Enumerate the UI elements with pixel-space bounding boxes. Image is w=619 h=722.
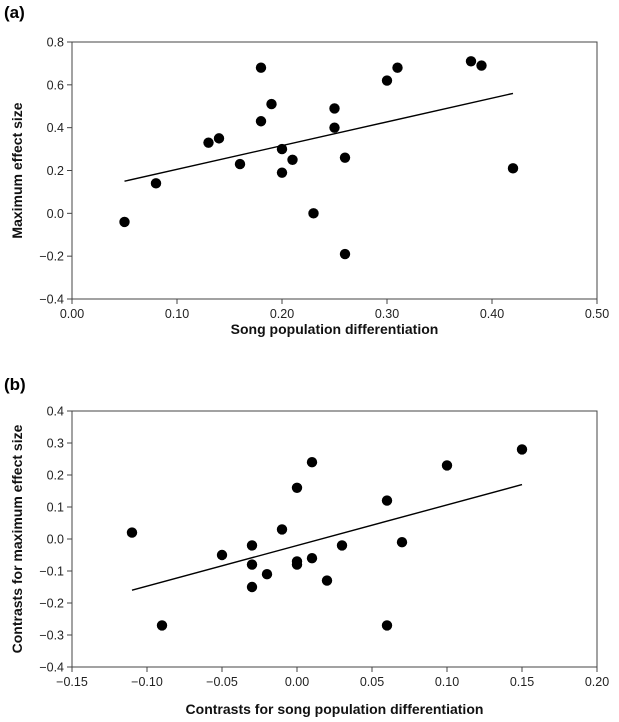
data-point bbox=[441, 460, 453, 471]
data-point bbox=[234, 158, 246, 170]
data-point bbox=[246, 559, 258, 570]
y-tick-label: 0.4 bbox=[47, 121, 64, 135]
chart-panel-b: (b) −0.15 −0.10 −0.05 0.00 0.05 0.10 0.15 0.20 −0… bbox=[0, 361, 619, 722]
y-tick-label: −0.4 bbox=[39, 661, 64, 675]
data-point bbox=[306, 457, 318, 468]
data-point bbox=[381, 495, 393, 506]
data-point bbox=[255, 116, 267, 127]
x-tick-label: 0.40 bbox=[480, 307, 504, 321]
x-tick-label: 0.50 bbox=[585, 307, 609, 321]
x-axis-label: Song population differentiation bbox=[231, 321, 439, 337]
data-point bbox=[339, 152, 351, 163]
chart-panel-a: (a) 0.00 0.10 0.20 0.30 0.40 0.50 −0.4 −0.2 0.0 0.… bbox=[4, 3, 609, 337]
panel-label: (a) bbox=[4, 3, 25, 22]
scatter-chart-a: (a) 0.00 0.10 0.20 0.30 0.40 0.50 −0.4 −0.2 0.0 0.… bbox=[4, 3, 609, 337]
x-tick-label: −0.05 bbox=[206, 675, 238, 689]
y-axis-label: Maximum effect size bbox=[9, 102, 25, 238]
y-tick-label: 0.8 bbox=[47, 36, 64, 50]
data-point bbox=[381, 620, 393, 631]
data-point bbox=[476, 60, 487, 71]
regression-line bbox=[124, 92, 514, 182]
data-point bbox=[276, 167, 288, 178]
data-point bbox=[255, 62, 267, 73]
data-point bbox=[276, 143, 288, 155]
data-point bbox=[339, 248, 351, 260]
data-point bbox=[516, 444, 528, 455]
y-tick-label: 0.2 bbox=[47, 164, 64, 178]
data-point bbox=[246, 581, 258, 593]
y-tick-label: −0.4 bbox=[39, 293, 64, 307]
x-tick-label: 0.30 bbox=[375, 307, 399, 321]
y-tick-label: 0.0 bbox=[47, 533, 64, 547]
panel-label: (b) bbox=[4, 375, 26, 394]
data-point bbox=[156, 620, 168, 631]
data-point bbox=[276, 524, 288, 535]
data-point bbox=[203, 137, 214, 148]
data-point bbox=[381, 75, 393, 86]
y-tick-label: 0.2 bbox=[47, 469, 64, 483]
data-point bbox=[507, 163, 519, 174]
x-tick-label: 0.20 bbox=[270, 307, 294, 321]
scatter-chart-b: (b) −0.15 −0.10 −0.05 0.00 0.05 0.10 0.15 0.20 −0… bbox=[4, 375, 609, 717]
x-tick-label: 0.00 bbox=[60, 307, 84, 321]
data-point bbox=[246, 540, 258, 551]
data-point bbox=[150, 178, 162, 189]
plot-frame bbox=[71, 41, 598, 300]
data-point bbox=[126, 527, 138, 538]
data-point bbox=[261, 569, 273, 580]
data-point bbox=[308, 208, 319, 219]
data-point bbox=[392, 62, 403, 73]
x-tick-label: 0.15 bbox=[510, 675, 534, 689]
y-tick-label: 0.4 bbox=[47, 405, 64, 419]
x-tick-label: 0.10 bbox=[165, 307, 189, 321]
y-tick-label: 0.0 bbox=[47, 207, 64, 221]
data-point bbox=[396, 537, 408, 548]
data-point bbox=[291, 482, 303, 493]
y-axis-label: Contrasts for maximum effect size bbox=[9, 424, 25, 653]
x-tick-label: 0.10 bbox=[435, 675, 459, 689]
y-tick-label: 0.1 bbox=[47, 501, 64, 515]
y-tick-label: −0.2 bbox=[39, 597, 64, 611]
data-point bbox=[465, 56, 477, 67]
y-tick-label: 0.3 bbox=[47, 437, 64, 451]
data-point bbox=[306, 553, 318, 564]
y-tick-label: 0.6 bbox=[47, 78, 64, 92]
data-point bbox=[336, 540, 348, 551]
x-tick-label: 0.20 bbox=[585, 675, 609, 689]
data-point bbox=[213, 133, 225, 144]
y-tick-label: −0.2 bbox=[39, 250, 64, 264]
x-tick-label: −0.15 bbox=[56, 675, 88, 689]
data-point bbox=[287, 154, 298, 165]
data-point bbox=[321, 575, 333, 586]
data-point bbox=[329, 103, 340, 114]
data-point bbox=[119, 216, 130, 228]
y-tick-label: −0.1 bbox=[39, 565, 64, 579]
y-tick-label: −0.3 bbox=[39, 629, 64, 643]
data-point bbox=[266, 98, 277, 110]
regression-line bbox=[131, 483, 523, 591]
x-tick-label: −0.10 bbox=[131, 675, 163, 689]
data-point bbox=[291, 559, 303, 570]
data-point bbox=[216, 549, 228, 561]
data-point bbox=[329, 122, 340, 133]
x-axis-label: Contrasts for song population differenti… bbox=[186, 701, 484, 717]
x-tick-label: 0.05 bbox=[360, 675, 384, 689]
x-tick-label: 0.00 bbox=[285, 675, 309, 689]
